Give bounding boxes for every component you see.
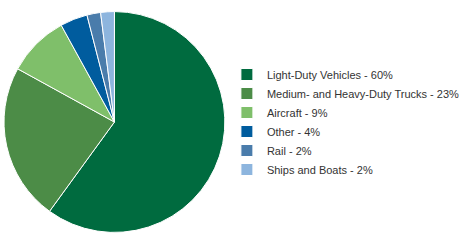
svg-text:Aircraft - 9%: Aircraft - 9% — [267, 107, 328, 119]
svg-text:Ships and Boats - 2%: Ships and Boats - 2% — [267, 164, 373, 176]
svg-text:Light-Duty Vehicles - 60%: Light-Duty Vehicles - 60% — [267, 69, 393, 81]
svg-text:Rail - 2%: Rail - 2% — [267, 145, 312, 157]
svg-text:Medium- and Heavy-Duty Trucks: Medium- and Heavy-Duty Trucks - 23% — [267, 88, 459, 100]
svg-text:Other - 4%: Other - 4% — [267, 126, 320, 138]
